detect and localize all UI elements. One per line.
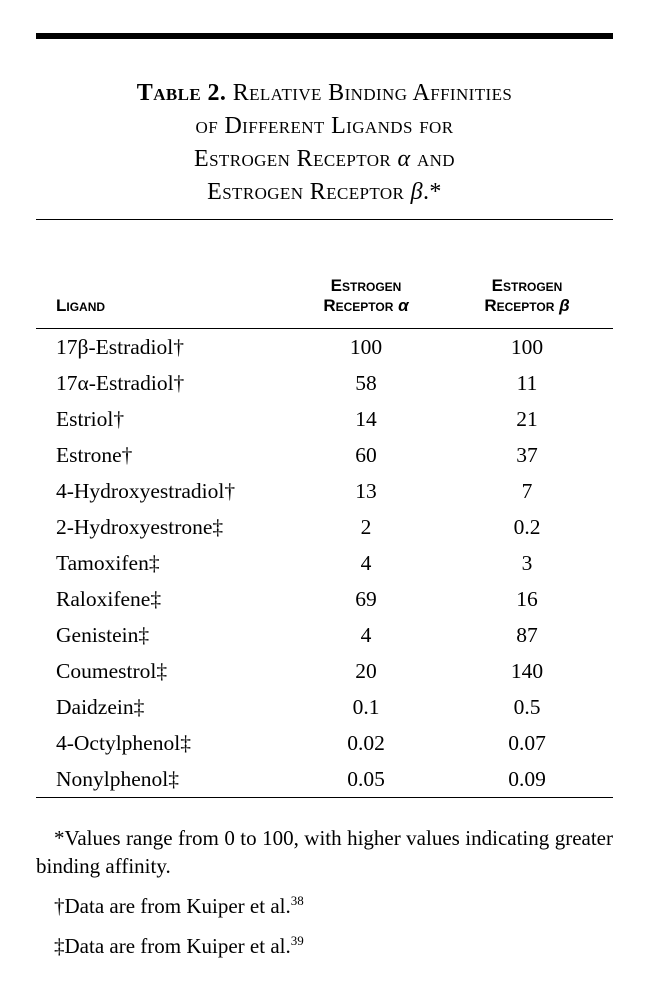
er-beta-value-cell: 0.2 bbox=[513, 515, 541, 539]
footnote-text: Values range from 0 to 100, with higher … bbox=[36, 826, 613, 878]
table-row: Raloxifene‡ 69 16 bbox=[36, 581, 613, 617]
er-alpha-value-cell: 14 bbox=[355, 407, 377, 431]
er-alpha-value-cell: 13 bbox=[355, 479, 377, 503]
title-divider bbox=[36, 219, 613, 220]
citation-superscript: 39 bbox=[290, 933, 304, 948]
table-row: Daidzein‡ 0.1 0.5 bbox=[36, 689, 613, 725]
bottom-divider bbox=[36, 797, 613, 798]
er-beta-value-cell: 3 bbox=[521, 551, 533, 575]
ligand-cell: Estrone† bbox=[56, 443, 133, 467]
er-alpha-value-cell: 20 bbox=[355, 659, 377, 683]
alpha-symbol: α bbox=[398, 296, 409, 315]
beta-symbol: β bbox=[410, 179, 424, 205]
table-row: Tamoxifen‡ 4 3 bbox=[36, 545, 613, 581]
citation-superscript: 38 bbox=[290, 893, 304, 908]
er-alpha-value-cell: 0.1 bbox=[352, 695, 380, 719]
table-row: Estrone† 60 37 bbox=[36, 437, 613, 473]
er-alpha-value-cell: 60 bbox=[355, 443, 377, 467]
er-beta-value-cell: 16 bbox=[516, 587, 538, 611]
table-row: Estriol† 14 21 bbox=[36, 401, 613, 437]
footnote-text: Data are from Kuiper et al. bbox=[64, 934, 291, 958]
footnote-values-range: *Values range from 0 to 100, with higher… bbox=[36, 824, 613, 880]
table-title-line-3: Estrogen Receptor α and bbox=[36, 143, 613, 176]
column-header-er-beta: Estrogen Receptor β bbox=[441, 276, 613, 316]
ligand-cell: Genistein‡ bbox=[56, 623, 150, 647]
title-text: Estrogen Receptor bbox=[207, 179, 405, 205]
footnote-marker: * bbox=[54, 826, 65, 850]
er-alpha-value-cell: 69 bbox=[355, 587, 377, 611]
er-beta-value-cell: 0.5 bbox=[513, 695, 541, 719]
column-header-ligand: Ligand bbox=[56, 296, 106, 315]
footnotes: *Values range from 0 to 100, with higher… bbox=[36, 824, 613, 960]
table-row: Nonylphenol‡ 0.05 0.09 bbox=[36, 761, 613, 797]
title-text: Estrogen Receptor bbox=[194, 146, 392, 172]
ligand-cell: 17α-Estradiol† bbox=[56, 371, 185, 395]
ligand-cell: 4-Hydroxyestradiol† bbox=[56, 479, 236, 503]
header-line: Estrogen bbox=[491, 276, 563, 295]
er-alpha-value-cell: 0.05 bbox=[347, 767, 385, 791]
table-title-line-2: of Different Ligands for bbox=[195, 113, 454, 139]
header-line: Receptor α bbox=[323, 296, 409, 315]
er-beta-value-cell: 100 bbox=[510, 335, 544, 359]
footnote-marker: † bbox=[54, 894, 65, 918]
ligand-cell: Raloxifene‡ bbox=[56, 587, 162, 611]
alpha-symbol: α bbox=[397, 146, 411, 172]
header-line: Estrogen bbox=[330, 276, 402, 295]
er-beta-value-cell: 21 bbox=[516, 407, 538, 431]
ligand-cell: 4-Octylphenol‡ bbox=[56, 731, 191, 755]
er-alpha-value-cell: 4 bbox=[360, 623, 372, 647]
footnote-marker: ‡ bbox=[54, 934, 65, 958]
ligand-cell: Tamoxifen‡ bbox=[56, 551, 160, 575]
title-text: Relative Binding Affinities bbox=[232, 80, 513, 106]
er-alpha-value-cell: 0.02 bbox=[347, 731, 385, 755]
er-beta-value-cell: 0.09 bbox=[508, 767, 546, 791]
table-2-panel: Table 2. Relative Binding Affinities of … bbox=[36, 0, 613, 960]
header-divider bbox=[36, 328, 613, 329]
title-footnote-marker: .* bbox=[423, 179, 442, 205]
table-body: 17β-Estradiol† 100 100 17α-Estradiol† 58… bbox=[36, 329, 613, 797]
er-beta-value-cell: 87 bbox=[516, 623, 538, 647]
column-header-row: Ligand Estrogen Receptor α Estrogen Rece… bbox=[36, 276, 613, 328]
er-alpha-value-cell: 4 bbox=[360, 551, 372, 575]
table-number-label: Table 2. bbox=[136, 80, 227, 106]
er-alpha-value-cell: 2 bbox=[360, 515, 372, 539]
table-row: 4-Octylphenol‡ 0.02 0.07 bbox=[36, 725, 613, 761]
er-alpha-value-cell: 100 bbox=[349, 335, 383, 359]
table-title-line-4: Estrogen Receptor β.* bbox=[36, 176, 613, 209]
table-row: 17β-Estradiol† 100 100 bbox=[36, 329, 613, 365]
er-beta-value-cell: 0.07 bbox=[508, 731, 546, 755]
title-text: and bbox=[416, 146, 455, 172]
er-alpha-value-cell: 58 bbox=[355, 371, 377, 395]
ligand-cell: 17β-Estradiol† bbox=[56, 335, 184, 359]
header-line: Receptor β bbox=[484, 296, 570, 315]
table-row: 4-Hydroxyestradiol† 13 7 bbox=[36, 473, 613, 509]
er-beta-value-cell: 7 bbox=[521, 479, 533, 503]
ligand-cell: Daidzein‡ bbox=[56, 695, 145, 719]
table-row: 2-Hydroxyestrone‡ 2 0.2 bbox=[36, 509, 613, 545]
column-header-er-alpha: Estrogen Receptor α bbox=[291, 276, 441, 316]
table-title: Table 2. Relative Binding Affinities of … bbox=[36, 77, 613, 209]
er-beta-value-cell: 37 bbox=[516, 443, 538, 467]
footnote-dagger: †Data are from Kuiper et al.38 bbox=[36, 892, 613, 920]
ligand-cell: Estriol† bbox=[56, 407, 125, 431]
table-row: Genistein‡ 4 87 bbox=[36, 617, 613, 653]
footnote-double-dagger: ‡Data are from Kuiper et al.39 bbox=[36, 932, 613, 960]
top-rule bbox=[36, 33, 613, 39]
table-row: 17α-Estradiol† 58 11 bbox=[36, 365, 613, 401]
beta-symbol: β bbox=[559, 296, 570, 315]
ligand-cell: 2-Hydroxyestrone‡ bbox=[56, 515, 224, 539]
ligand-cell: Nonylphenol‡ bbox=[56, 767, 180, 791]
table-title-line-1: Table 2. Relative Binding Affinities bbox=[36, 77, 613, 110]
er-beta-value-cell: 11 bbox=[516, 371, 538, 395]
footnote-text: Data are from Kuiper et al. bbox=[64, 894, 291, 918]
ligand-cell: Coumestrol‡ bbox=[56, 659, 168, 683]
table-row: Coumestrol‡ 20 140 bbox=[36, 653, 613, 689]
er-beta-value-cell: 140 bbox=[510, 659, 544, 683]
